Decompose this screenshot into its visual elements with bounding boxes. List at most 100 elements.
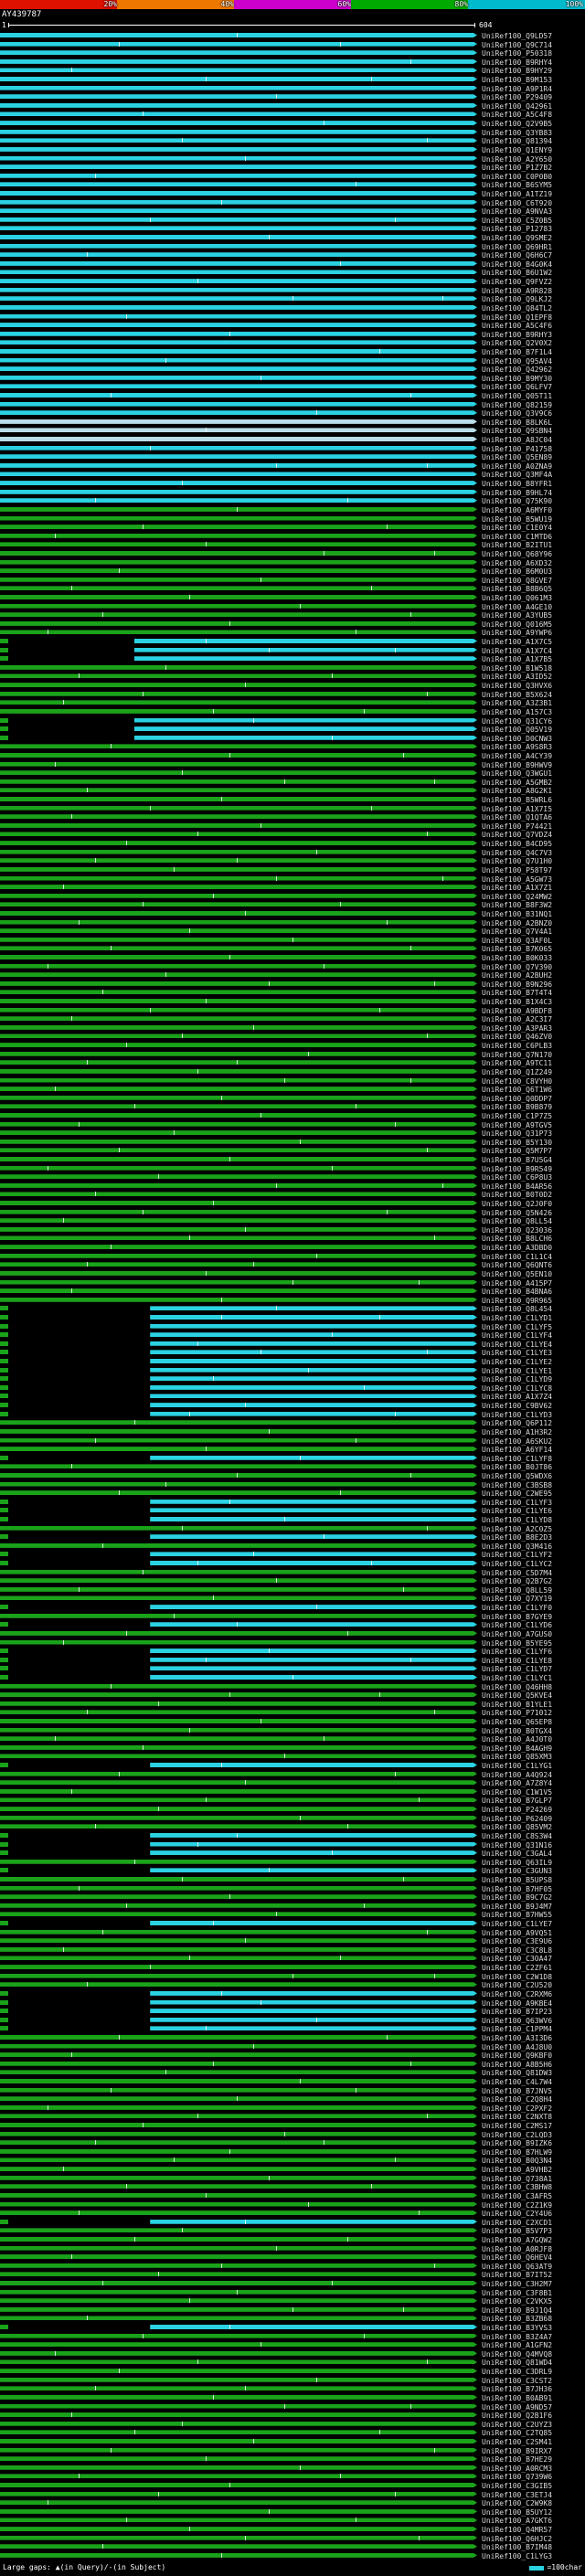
hit-label[interactable]: UniRef100_Q24MW2 — [482, 892, 553, 901]
hit-label[interactable]: UniRef100_C1LYG1 — [482, 1762, 553, 1771]
hit-bar[interactable] — [0, 1201, 477, 1205]
hit-label[interactable]: UniRef100_A5GMB2 — [482, 778, 553, 787]
hit-bar[interactable] — [0, 2439, 477, 2443]
hit-bar[interactable] — [0, 595, 477, 599]
hit-bar[interactable] — [150, 2009, 477, 2013]
hit-bar[interactable] — [0, 1578, 477, 1583]
hit-bar[interactable] — [0, 446, 477, 451]
hit-bar[interactable] — [0, 2351, 477, 2356]
hit-bar[interactable] — [0, 823, 477, 828]
hit-label[interactable]: UniRef100_Q2J0F0 — [482, 1200, 553, 1209]
hit-label[interactable]: UniRef100_Q05T11 — [482, 391, 553, 400]
hit-label[interactable]: UniRef100_B0AB91 — [482, 2393, 553, 2402]
hit-bar[interactable] — [0, 1745, 477, 1750]
hit-label[interactable]: UniRef100_C6T920 — [482, 198, 553, 207]
hit-bar[interactable] — [0, 59, 477, 64]
hit-bar[interactable] — [0, 586, 477, 590]
hit-label[interactable]: UniRef100_Q5WDX6 — [482, 1471, 553, 1480]
hit-label[interactable]: UniRef100_A3Z3B1 — [482, 699, 553, 708]
hit-label[interactable]: UniRef100_P29409 — [482, 93, 553, 102]
hit-bar[interactable] — [0, 692, 477, 696]
hit-bar[interactable] — [0, 1087, 477, 1091]
hit-bar[interactable] — [0, 2369, 477, 2373]
hit-bar[interactable] — [0, 1526, 477, 1531]
hit-bar[interactable] — [0, 1736, 477, 1741]
hit-label[interactable]: UniRef100_A2C0Z5 — [482, 1524, 553, 1533]
hit-bar[interactable] — [0, 1192, 477, 1196]
hit-label[interactable]: UniRef100_Q7N170 — [482, 1050, 553, 1059]
hit-bar[interactable] — [0, 683, 477, 687]
hit-bar[interactable] — [0, 2132, 477, 2136]
hit-bar[interactable] — [150, 1508, 477, 1512]
hit-label[interactable]: UniRef100_Q9KBF0 — [482, 2051, 553, 2061]
hit-label[interactable]: UniRef100_C1LYF4 — [482, 1331, 553, 1341]
hit-bar[interactable] — [0, 2044, 477, 2049]
hit-label[interactable]: UniRef100_Q7U1H0 — [482, 857, 553, 866]
hit-label[interactable]: UniRef100_A4J8U0 — [482, 2042, 553, 2051]
hit-label[interactable]: UniRef100_A7GUS0 — [482, 1629, 553, 1638]
hit-label[interactable]: UniRef100_B8F3W2 — [482, 901, 553, 910]
hit-label[interactable]: UniRef100_Q05V19 — [482, 726, 553, 735]
hit-bar[interactable] — [0, 2096, 477, 2101]
hit-bar[interactable] — [0, 1965, 477, 1969]
hit-bar[interactable] — [0, 2342, 477, 2347]
hit-bar[interactable] — [0, 2184, 477, 2189]
hit-bar[interactable] — [150, 1561, 477, 1565]
hit-bar[interactable] — [0, 1218, 477, 1223]
hit-label[interactable]: UniRef100_C1MTD6 — [482, 532, 553, 541]
hit-label[interactable]: UniRef100_Q65EP8 — [482, 1718, 553, 1726]
hit-bar[interactable] — [0, 1016, 477, 1021]
hit-bar[interactable] — [0, 174, 477, 178]
hit-label[interactable]: UniRef100_C1LYG3 — [482, 2551, 553, 2560]
hit-label[interactable]: UniRef100_Q5N426 — [482, 1208, 553, 1217]
hit-label[interactable]: UniRef100_P71012 — [482, 1709, 553, 1718]
hit-label[interactable]: UniRef100_A415P7 — [482, 1278, 553, 1288]
hit-bar[interactable] — [0, 1254, 477, 1258]
hit-bar[interactable] — [0, 244, 477, 249]
hit-bar[interactable] — [150, 1842, 477, 1847]
hit-label[interactable]: UniRef100_A2C3I7 — [482, 1015, 553, 1024]
hit-label[interactable]: UniRef100_C3DRL9 — [482, 2368, 553, 2377]
hit-bar[interactable] — [0, 885, 477, 889]
hit-label[interactable]: UniRef100_C1P7Z5 — [482, 1111, 553, 1120]
hit-label[interactable]: UniRef100_C3C8L8 — [482, 1945, 553, 1955]
hit-label[interactable]: UniRef100_B9R549 — [482, 1164, 553, 1173]
hit-bar[interactable] — [0, 2123, 477, 2127]
hit-label[interactable]: UniRef100_A9R828 — [482, 286, 553, 295]
hit-bar[interactable] — [134, 639, 477, 643]
hit-bar[interactable] — [0, 902, 477, 906]
hit-label[interactable]: UniRef100_C8S3W4 — [482, 1831, 553, 1840]
hit-bar[interactable] — [0, 841, 477, 845]
hit-label[interactable]: UniRef100_Q81DW3 — [482, 2069, 553, 2078]
hit-label[interactable]: UniRef100_B7JNV5 — [482, 2086, 553, 2095]
hit-label[interactable]: UniRef100_B7HE29 — [482, 2455, 553, 2465]
hit-label[interactable]: UniRef100_Q3MF4A — [482, 471, 553, 480]
hit-bar[interactable] — [0, 955, 477, 959]
hit-bar[interactable] — [0, 2359, 477, 2364]
hit-label[interactable]: UniRef100_B7JH36 — [482, 2385, 553, 2394]
hit-bar[interactable] — [0, 2395, 477, 2400]
hit-bar[interactable] — [0, 1797, 477, 1802]
hit-bar[interactable] — [0, 182, 477, 186]
hit-label[interactable]: UniRef100_C8VYH0 — [482, 1076, 553, 1086]
hit-label[interactable]: UniRef100_C3AFR5 — [482, 2191, 553, 2200]
hit-bar[interactable] — [0, 2157, 477, 2162]
hit-bar[interactable] — [0, 534, 477, 538]
hit-bar[interactable] — [150, 1552, 477, 1556]
hit-bar[interactable] — [0, 2035, 477, 2040]
hit-bar[interactable] — [0, 402, 477, 407]
hit-label[interactable]: UniRef100_B0TGX4 — [482, 1726, 553, 1735]
hit-bar[interactable] — [0, 1043, 477, 1047]
hit-bar[interactable] — [0, 1280, 477, 1285]
hit-bar[interactable] — [0, 2553, 477, 2558]
hit-bar[interactable] — [0, 1298, 477, 1302]
hit-bar[interactable] — [0, 200, 477, 205]
hit-bar[interactable] — [0, 2088, 477, 2093]
hit-label[interactable]: UniRef100_B3Z4A7 — [482, 2332, 553, 2341]
hit-label[interactable]: UniRef100_Q2B1F6 — [482, 2412, 553, 2421]
hit-label[interactable]: UniRef100_Q75K90 — [482, 497, 553, 506]
hit-bar[interactable] — [0, 1824, 477, 1829]
hit-bar[interactable] — [0, 604, 477, 609]
hit-label[interactable]: UniRef100_Q7XY19 — [482, 1595, 553, 1604]
hit-bar[interactable] — [0, 2474, 477, 2478]
